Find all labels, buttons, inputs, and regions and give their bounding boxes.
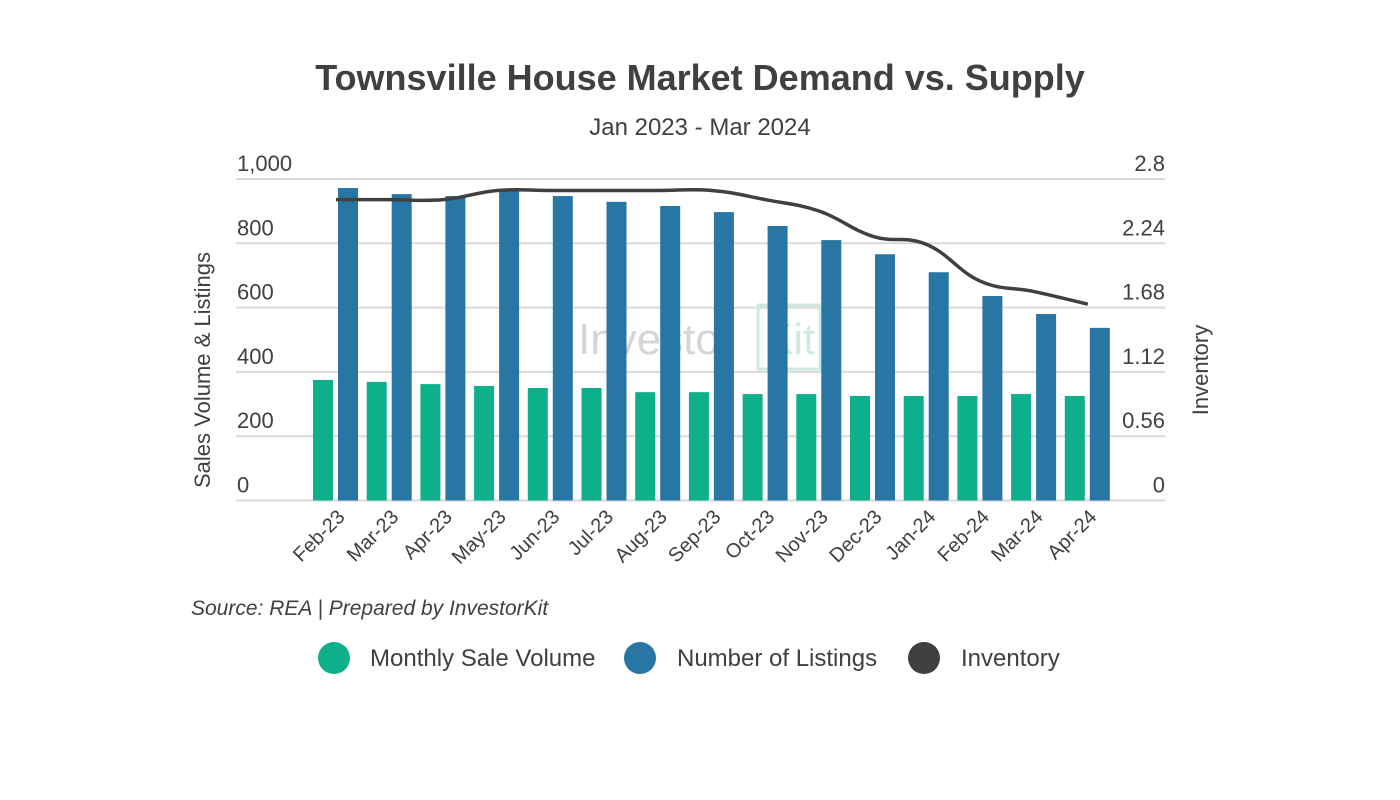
right-axis-label: Inventory [1188, 325, 1213, 416]
bar-number-of-listings [338, 188, 358, 501]
right-axis-ticks: 0 0.56 1.12 1.68 2.24 2.8 [1122, 151, 1165, 498]
y-tick-label: 400 [237, 344, 274, 369]
bar-number-of-listings [660, 206, 681, 501]
bar-number-of-listings [767, 225, 788, 501]
chart-subtitle: Jan 2023 - Mar 2024 [589, 114, 810, 141]
x-tick-label: Apr-24 [1043, 506, 1101, 564]
bar-monthly-sale-volume [635, 392, 656, 501]
y2-tick-label: 1.12 [1122, 344, 1165, 369]
bar-number-of-listings [445, 196, 466, 501]
bar-monthly-sale-volume [957, 396, 978, 501]
y2-tick-label: 2.24 [1122, 215, 1165, 240]
bar-monthly-sale-volume [366, 381, 387, 501]
bar-number-of-listings [928, 272, 949, 501]
chart-title: Townsville House Market Demand vs. Suppl… [315, 57, 1085, 98]
x-tick-label: Mar-23 [343, 506, 403, 566]
x-tick-label: Sep-23 [664, 506, 725, 567]
bar-number-of-listings [391, 194, 412, 501]
bar-monthly-sale-volume [1064, 396, 1085, 501]
y2-tick-label: 2.8 [1134, 151, 1165, 176]
inventory-line [335, 187, 1089, 306]
x-tick-label: Feb-23 [289, 506, 349, 566]
bar-monthly-sale-volume [527, 387, 548, 501]
bar-number-of-listings [875, 254, 895, 501]
bar-monthly-sale-volume [474, 386, 495, 501]
source-note: Source: REA | Prepared by InvestorKit [191, 597, 549, 620]
x-tick-label: Apr-23 [399, 506, 457, 564]
x-tick-label: Jun-23 [506, 506, 565, 565]
svg-text:Investor: Investor [578, 315, 735, 364]
bar-number-of-listings [1036, 314, 1057, 501]
left-axis-label: Sales Volume & Listings [190, 252, 215, 488]
x-tick-label: Aug-23 [611, 506, 672, 567]
bar-number-of-listings [821, 240, 842, 501]
y2-tick-label: 1.68 [1122, 280, 1165, 305]
bar-monthly-sale-volume [313, 379, 333, 501]
x-tick-label: Jan-24 [881, 506, 940, 565]
legend-marker [318, 642, 350, 674]
y-tick-label: 0 [237, 473, 249, 498]
bar-monthly-sale-volume [903, 396, 924, 501]
legend: Monthly Sale Volume Number of Listings Inv… [318, 642, 1060, 674]
x-tick-label: May-23 [448, 506, 511, 569]
left-axis-ticks: 0 200 400 600 800 1,000 [237, 151, 292, 498]
bar-number-of-listings [499, 189, 520, 501]
x-tick-label: Mar-24 [987, 506, 1047, 566]
y-tick-label: 800 [237, 215, 274, 240]
bar-monthly-sale-volume [1011, 394, 1032, 501]
bar-monthly-sale-volume [742, 394, 763, 501]
y2-tick-label: 0 [1153, 473, 1165, 498]
y-tick-label: 200 [237, 408, 274, 433]
y-tick-label: 1,000 [237, 151, 292, 176]
bars [313, 188, 1110, 501]
bar-monthly-sale-volume [420, 384, 441, 501]
legend-marker [908, 642, 940, 674]
bar-monthly-sale-volume [796, 394, 817, 501]
bar-number-of-listings [713, 212, 734, 501]
x-tick-label: Dec-23 [825, 506, 886, 567]
y2-tick-label: 0.56 [1122, 408, 1165, 433]
legend-label: Monthly Sale Volume [370, 645, 595, 672]
bar-number-of-listings [606, 201, 627, 501]
bar-number-of-listings [982, 296, 1003, 501]
legend-label: Inventory [961, 645, 1060, 672]
bar-monthly-sale-volume [688, 392, 709, 501]
bar-monthly-sale-volume [850, 396, 870, 501]
bar-monthly-sale-volume [581, 387, 602, 501]
x-tick-label: Oct-23 [721, 506, 779, 564]
legend-label: Number of Listings [677, 645, 877, 672]
bar-number-of-listings [1089, 327, 1110, 501]
x-tick-label: Feb-24 [934, 506, 994, 566]
x-tick-label: Nov-23 [772, 506, 833, 567]
legend-marker [624, 642, 656, 674]
bar-number-of-listings [552, 196, 573, 501]
y-tick-label: 600 [237, 280, 274, 305]
gridlines [236, 178, 1165, 502]
